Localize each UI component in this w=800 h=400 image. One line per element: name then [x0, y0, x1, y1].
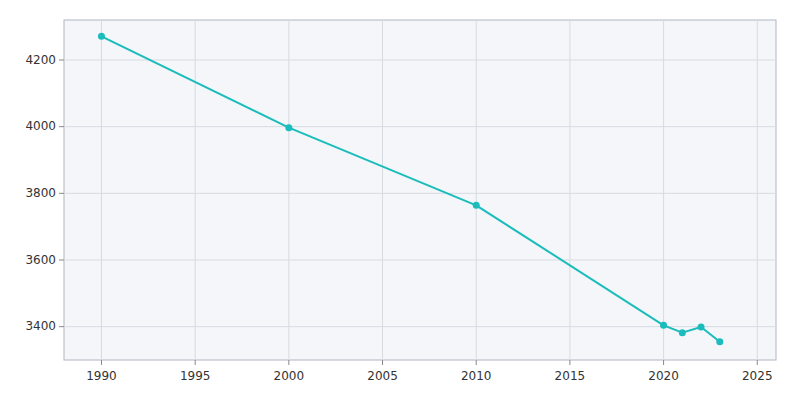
x-grid-line [569, 20, 570, 360]
y-tick-label: 3400 [25, 319, 56, 333]
chart-svg: 3400 3600 3800 4000 4200 1990 1995 2000 2005 2010… [0, 0, 800, 400]
x-tick [288, 360, 289, 365]
x-tick-label: 2010 [461, 369, 492, 383]
x-tick-label: 2005 [367, 369, 398, 383]
point-circle [716, 338, 723, 345]
x-tick [195, 360, 196, 365]
point-circle [473, 202, 480, 209]
y-tick-label: 4200 [25, 53, 56, 67]
point-circle [660, 322, 667, 329]
x-tick [476, 360, 477, 365]
point-circle [285, 124, 292, 131]
x-tick-label: 2020 [648, 369, 679, 383]
y-grid-line [64, 193, 776, 194]
x-tick [569, 360, 570, 365]
x-grid-line [195, 20, 196, 360]
x-tick-label: 2000 [274, 369, 305, 383]
x-tick [101, 360, 102, 365]
x-tick-label: 2025 [742, 369, 773, 383]
y-tick [59, 193, 64, 194]
series [98, 33, 723, 345]
x-grid-line [101, 20, 102, 360]
x-tick-label: 1990 [86, 369, 117, 383]
tick-labels: 3400 3600 3800 4000 4200 1990 1995 2000 2005 2010… [25, 53, 772, 384]
plot-frame [64, 20, 776, 360]
x-grid-line [382, 20, 383, 360]
x-grid-line [757, 20, 758, 360]
y-tick [59, 326, 64, 327]
y-tick [59, 126, 64, 127]
y-grid-line [64, 126, 776, 127]
x-grid-line [663, 20, 664, 360]
y-tick [59, 260, 64, 261]
line [101, 36, 719, 341]
x-tick [757, 360, 758, 365]
point-circle [698, 324, 705, 331]
y-tick-label: 4000 [25, 119, 56, 133]
y-grid-line [64, 260, 776, 261]
point-circle [98, 33, 105, 40]
x-tick [663, 360, 664, 365]
point-circle [679, 329, 686, 336]
x-tick-label: 2015 [555, 369, 586, 383]
y-tick-label: 3600 [25, 253, 56, 267]
y-tick-label: 3800 [25, 186, 56, 200]
chart-container: 3400 3600 3800 4000 4200 1990 1995 2000 2005 2010… [0, 0, 800, 400]
x-grid-line [476, 20, 477, 360]
x-tick [382, 360, 383, 365]
y-grid-line [64, 60, 776, 61]
y-tick [59, 60, 64, 61]
grid [59, 20, 776, 365]
x-tick-label: 1995 [180, 369, 211, 383]
x-grid-line [288, 20, 289, 360]
